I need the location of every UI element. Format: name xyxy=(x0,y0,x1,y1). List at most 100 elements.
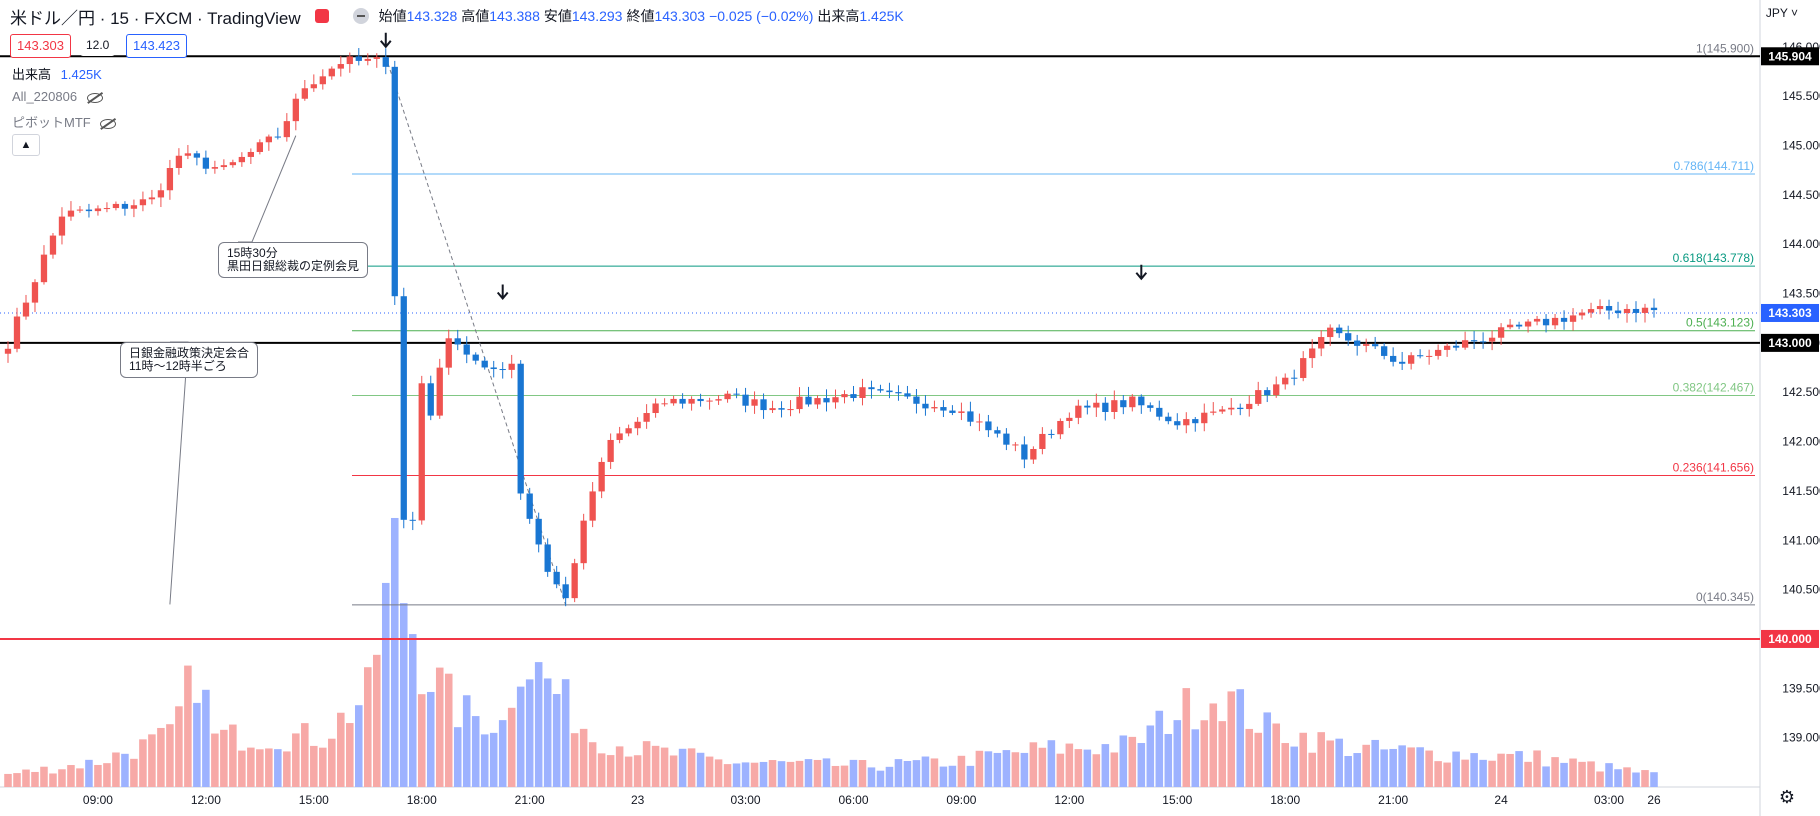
y-tick-label: 139.500 xyxy=(1782,681,1820,695)
x-tick-label: 18:00 xyxy=(1270,793,1300,807)
volume-legend[interactable]: 出来高 1.425K xyxy=(12,64,102,83)
candle-body xyxy=(49,235,57,255)
ohlc-value: 143.293 xyxy=(571,8,623,24)
candle-body xyxy=(1569,315,1577,322)
candle-body xyxy=(40,254,48,283)
candle-body xyxy=(1228,407,1235,410)
volume-bar xyxy=(435,667,444,787)
candle-body xyxy=(760,399,767,411)
volume-bar xyxy=(1344,756,1352,787)
volume-bar xyxy=(1452,751,1460,787)
chevron-up-icon[interactable]: ▲ xyxy=(12,134,40,156)
candle-body xyxy=(1255,390,1262,404)
fib-level-label: 0(140.345) xyxy=(1696,590,1754,604)
volume-bar xyxy=(813,759,822,787)
volume-bar xyxy=(1479,759,1487,787)
candle-body xyxy=(103,208,111,210)
volume-bar xyxy=(1533,750,1541,787)
y-tick-label: 140.500 xyxy=(1782,583,1820,597)
y-tick-label: 142.000 xyxy=(1782,435,1820,449)
collapse-legend-icon[interactable] xyxy=(352,8,369,24)
candle-body xyxy=(958,411,965,413)
volume-bar xyxy=(597,753,606,787)
volume-bar xyxy=(238,750,246,787)
currency-selector[interactable]: JPY ˅ xyxy=(1765,6,1798,20)
indicator-legend-1[interactable]: All_220806 xyxy=(12,89,103,104)
candle-body xyxy=(1219,409,1226,412)
y-tick-label: 141.000 xyxy=(1782,533,1820,547)
x-tick-label: 21:00 xyxy=(515,793,545,807)
candle-body xyxy=(778,408,785,410)
sell-price-button[interactable]: 143.303 xyxy=(10,34,71,58)
volume-bar xyxy=(1623,767,1631,787)
volume-bar xyxy=(229,724,237,787)
volume-legend-value: 1.425K xyxy=(60,67,102,82)
volume-bar xyxy=(705,756,714,787)
price-label: 145.904 xyxy=(1768,49,1812,63)
x-tick-label: 03:00 xyxy=(731,793,761,807)
candle-body xyxy=(841,394,848,398)
candle-body xyxy=(751,399,758,406)
callout-kuroda-press[interactable]: 15時30分 黒田日銀総裁の定例会見 xyxy=(218,242,369,278)
volume-bar xyxy=(94,764,102,787)
candle-body xyxy=(1381,346,1388,356)
candle-body xyxy=(112,203,120,209)
volume-bar xyxy=(516,686,525,787)
candle-series xyxy=(4,48,1658,607)
buy-price-button[interactable]: 143.423 xyxy=(126,34,187,58)
candle-body xyxy=(1300,358,1307,378)
candle-body xyxy=(373,57,380,59)
volume-bar xyxy=(1092,754,1101,787)
eye-off-icon[interactable] xyxy=(86,92,103,103)
y-tick-label: 139.000 xyxy=(1782,731,1820,745)
volume-bar xyxy=(912,760,921,787)
volume-bar xyxy=(184,665,192,787)
candle-body xyxy=(1578,312,1586,316)
volume-bar xyxy=(49,773,57,787)
x-tick-label: 06:00 xyxy=(838,793,868,807)
volume-bar xyxy=(67,765,75,787)
candle-body xyxy=(445,338,452,368)
candle-body xyxy=(283,121,290,138)
volume-bar xyxy=(1470,753,1478,787)
candle-body xyxy=(292,98,299,122)
volume-bar xyxy=(355,705,363,787)
candle-body xyxy=(1057,420,1064,435)
indicator-legend-2[interactable]: ピボットMTF xyxy=(12,112,117,131)
candle-body xyxy=(202,157,210,169)
volume-bar xyxy=(1515,751,1523,787)
symbol-title[interactable]: 米ドル／円 · 15 · FXCM · TradingView xyxy=(10,8,301,28)
candle-body xyxy=(175,155,183,168)
y-tick-label: 144.500 xyxy=(1782,188,1820,202)
volume-bar xyxy=(1173,720,1182,787)
volume-bar xyxy=(1029,742,1038,787)
candle-body xyxy=(796,396,803,410)
volume-bar xyxy=(1497,753,1505,787)
volume-bar xyxy=(957,755,966,787)
callout-boj-meeting[interactable]: 日銀金融政策決定会合 11時～12時半ごろ xyxy=(120,342,259,378)
x-tick-label: 24 xyxy=(1494,793,1508,807)
volume-bar xyxy=(552,694,561,787)
gear-icon[interactable]: ⚙ xyxy=(1778,787,1796,807)
eye-off-icon[interactable] xyxy=(100,118,117,129)
y-tick-label: 142.500 xyxy=(1782,385,1820,399)
candle-body xyxy=(1237,407,1244,410)
candle-body xyxy=(526,493,533,519)
candle-body xyxy=(238,156,246,163)
candle-body xyxy=(697,398,704,402)
fib-level-label: 0.786(144.711) xyxy=(1673,159,1754,173)
x-tick-label: 15:00 xyxy=(1162,793,1192,807)
ohlc-values: 始値143.328 高値143.388 安値143.293 終値143.303 −0.0… xyxy=(379,6,908,26)
candle-body xyxy=(607,439,614,462)
down-arrow-marker xyxy=(380,32,392,49)
volume-bar xyxy=(795,760,804,787)
volume-bar xyxy=(1632,772,1640,787)
volume-bar xyxy=(1272,723,1281,787)
candle-body xyxy=(886,390,893,393)
candle-body xyxy=(787,409,794,411)
volume-bar xyxy=(202,689,210,787)
volume-bar xyxy=(1398,745,1406,787)
spread-value: 12.0 xyxy=(80,34,116,56)
